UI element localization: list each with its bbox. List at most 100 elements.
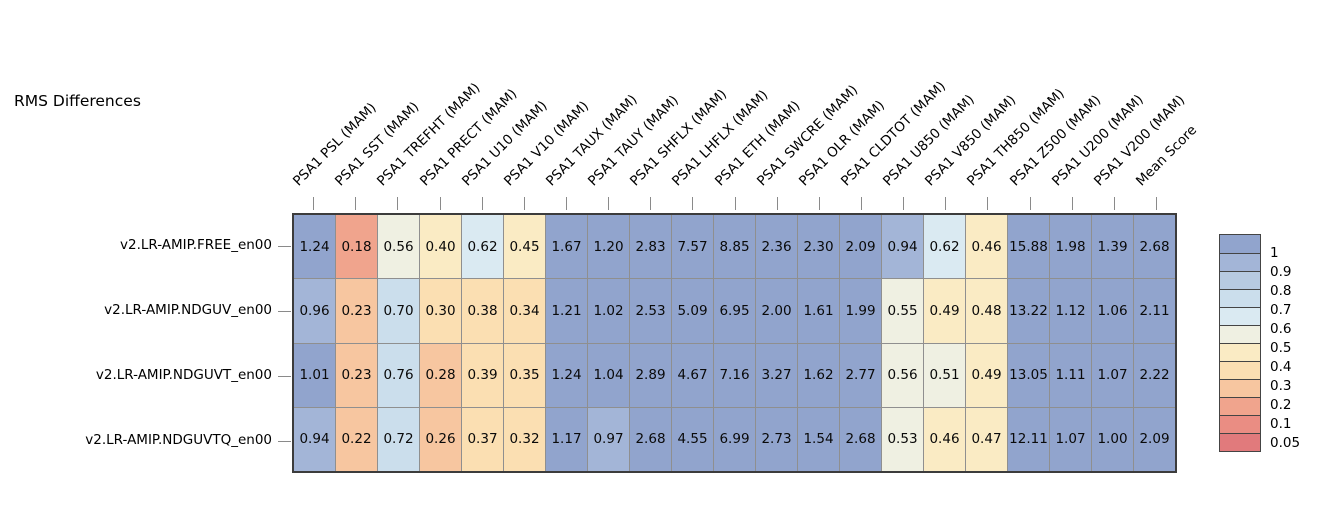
heatmap-cell: 0.76 <box>378 343 419 407</box>
heatmap-cell: 1.02 <box>588 279 629 343</box>
column-tick <box>650 197 652 210</box>
column-tick <box>439 197 441 210</box>
heatmap-cell: 1.21 <box>546 279 587 343</box>
legend-swatch <box>1220 253 1260 271</box>
heatmap-cell: 2.89 <box>630 343 671 407</box>
column-tick <box>776 197 778 210</box>
legend-swatch <box>1220 379 1260 397</box>
heatmap-cell: 0.48 <box>966 279 1007 343</box>
column-tick <box>903 197 905 210</box>
heatmap-cell: 1.39 <box>1092 215 1133 279</box>
legend-tick-label: 0.7 <box>1270 302 1292 318</box>
legend-tick-label: 0.8 <box>1270 283 1292 299</box>
column-tick <box>692 197 694 210</box>
heatmap-cell: 0.72 <box>378 407 419 471</box>
heatmap-cell: 0.46 <box>966 215 1007 279</box>
heatmap-cell: 1.24 <box>294 215 335 279</box>
legend-swatch <box>1220 397 1260 415</box>
column-tick <box>565 197 567 210</box>
column-tick <box>1155 197 1157 210</box>
row-label: v2.LR-AMIP.NDGUVTQ_en00 <box>85 432 272 448</box>
column-tick <box>355 197 357 210</box>
heatmap-cell: 1.67 <box>546 215 587 279</box>
legend-tick-label: 0.3 <box>1270 378 1292 394</box>
heatmap-cell: 0.39 <box>462 343 503 407</box>
heatmap-cell: 2.83 <box>630 215 671 279</box>
column-tick <box>523 197 525 210</box>
heatmap-cell: 1.04 <box>588 343 629 407</box>
heatmap-cell: 0.70 <box>378 279 419 343</box>
heatmap-cell: 0.51 <box>924 343 965 407</box>
heatmap-cell: 2.68 <box>1134 215 1175 279</box>
row-label: v2.LR-AMIP.FREE_en00 <box>120 237 272 253</box>
heatmap-cell: 0.35 <box>504 343 545 407</box>
legend-swatch <box>1220 415 1260 433</box>
legend-tick-label: 0.5 <box>1270 340 1292 356</box>
heatmap-cell: 1.01 <box>294 343 335 407</box>
heatmap-grid: 1.24 0.18 0.56 0.40 0.62 0.45 1.67 1.20 2.83 7.57… <box>292 213 1177 473</box>
column-tick <box>313 197 315 210</box>
row-tick <box>278 310 291 312</box>
column-tick <box>987 197 989 210</box>
heatmap-cell: 2.53 <box>630 279 671 343</box>
heatmap-cell: 1.07 <box>1050 407 1091 471</box>
heatmap-cell: 0.94 <box>294 407 335 471</box>
heatmap-cell: 6.95 <box>714 279 755 343</box>
heatmap-cell: 0.56 <box>882 343 923 407</box>
column-tick <box>1113 197 1115 210</box>
heatmap-cell: 2.36 <box>756 215 797 279</box>
heatmap-cell: 1.62 <box>798 343 839 407</box>
heatmap-cell: 0.40 <box>420 215 461 279</box>
heatmap-cell: 0.46 <box>924 407 965 471</box>
row-tick <box>278 375 291 377</box>
heatmap-cell: 1.11 <box>1050 343 1091 407</box>
heatmap-cell: 0.97 <box>588 407 629 471</box>
legend-swatch <box>1220 433 1260 451</box>
heatmap-cell: 1.17 <box>546 407 587 471</box>
heatmap-cell: 1.07 <box>1092 343 1133 407</box>
heatmap-cell: 0.32 <box>504 407 545 471</box>
heatmap-cell: 0.22 <box>336 407 377 471</box>
heatmap-cell: 2.09 <box>840 215 881 279</box>
heatmap-cell: 0.96 <box>294 279 335 343</box>
heatmap-cell: 0.49 <box>966 343 1007 407</box>
chart-title: RMS Differences <box>14 92 141 110</box>
heatmap-cell: 0.53 <box>882 407 923 471</box>
heatmap-cell: 0.94 <box>882 215 923 279</box>
row-label: v2.LR-AMIP.NDGUVT_en00 <box>95 367 272 383</box>
heatmap-cell: 15.88 <box>1008 215 1049 279</box>
row-label: v2.LR-AMIP.NDGUV_en00 <box>104 302 272 318</box>
heatmap-cell: 0.28 <box>420 343 461 407</box>
column-tick <box>481 197 483 210</box>
heatmap-cell: 2.00 <box>756 279 797 343</box>
legend-tick-label: 0.6 <box>1270 321 1292 337</box>
heatmap-cell: 1.20 <box>588 215 629 279</box>
heatmap-cell: 0.18 <box>336 215 377 279</box>
colorbar-legend <box>1219 234 1261 452</box>
heatmap-cell: 2.30 <box>798 215 839 279</box>
legend-swatch <box>1220 289 1260 307</box>
heatmap-cell: 13.22 <box>1008 279 1049 343</box>
legend-tick-label: 0.1 <box>1270 416 1292 432</box>
legend-tick-label: 0.05 <box>1270 435 1301 451</box>
heatmap-cell: 1.06 <box>1092 279 1133 343</box>
heatmap-cell: 4.67 <box>672 343 713 407</box>
column-tick <box>1071 197 1073 210</box>
heatmap-cell: 2.09 <box>1134 407 1175 471</box>
heatmap-cell: 0.49 <box>924 279 965 343</box>
column-tick <box>608 197 610 210</box>
legend-swatch <box>1220 343 1260 361</box>
heatmap-cell: 1.98 <box>1050 215 1091 279</box>
heatmap-cell: 0.26 <box>420 407 461 471</box>
heatmap-cell: 2.73 <box>756 407 797 471</box>
legend-swatch <box>1220 307 1260 325</box>
heatmap-cell: 0.30 <box>420 279 461 343</box>
row-tick <box>278 245 291 247</box>
heatmap-cell: 12.11 <box>1008 407 1049 471</box>
heatmap-cell: 0.55 <box>882 279 923 343</box>
heatmap-cell: 2.68 <box>840 407 881 471</box>
column-tick <box>860 197 862 210</box>
column-tick <box>1029 197 1031 210</box>
heatmap-cell: 5.09 <box>672 279 713 343</box>
